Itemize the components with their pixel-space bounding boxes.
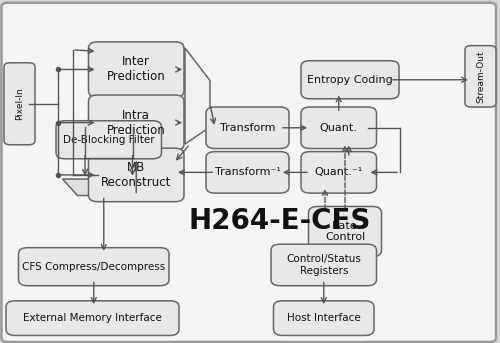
Text: H264-E-CFS: H264-E-CFS xyxy=(189,207,371,235)
FancyBboxPatch shape xyxy=(88,42,184,97)
Text: Inter
Prediction: Inter Prediction xyxy=(107,56,166,83)
Text: Rate
Control: Rate Control xyxy=(325,221,365,242)
FancyBboxPatch shape xyxy=(271,244,376,286)
Text: Host Interface: Host Interface xyxy=(287,313,360,323)
Text: Quant.: Quant. xyxy=(320,123,358,133)
Text: Entropy Coding: Entropy Coding xyxy=(307,75,393,85)
Text: External Memory Interface: External Memory Interface xyxy=(23,313,162,323)
Text: Pixel-In: Pixel-In xyxy=(15,87,24,120)
Text: CFS Compress/Decompress: CFS Compress/Decompress xyxy=(22,262,166,272)
FancyBboxPatch shape xyxy=(308,206,382,257)
FancyBboxPatch shape xyxy=(2,3,496,342)
FancyBboxPatch shape xyxy=(301,61,399,99)
Text: Intra
Prediction: Intra Prediction xyxy=(107,109,166,137)
Text: De-Blocking Filter: De-Blocking Filter xyxy=(63,135,154,145)
Text: Control/Status
Registers: Control/Status Registers xyxy=(286,254,361,276)
Polygon shape xyxy=(62,179,145,196)
FancyBboxPatch shape xyxy=(274,301,374,335)
FancyBboxPatch shape xyxy=(6,301,179,335)
FancyBboxPatch shape xyxy=(88,95,184,150)
Text: MB
Reconstruct: MB Reconstruct xyxy=(101,161,172,189)
Text: Transform: Transform xyxy=(220,123,275,133)
FancyBboxPatch shape xyxy=(301,107,376,149)
FancyBboxPatch shape xyxy=(206,107,289,149)
FancyBboxPatch shape xyxy=(56,121,162,159)
Text: Stream-Out: Stream-Out xyxy=(476,50,485,103)
FancyBboxPatch shape xyxy=(4,63,35,145)
Text: Transform⁻¹: Transform⁻¹ xyxy=(214,167,280,177)
FancyBboxPatch shape xyxy=(18,248,169,286)
FancyBboxPatch shape xyxy=(206,152,289,193)
Polygon shape xyxy=(185,48,210,144)
FancyBboxPatch shape xyxy=(88,148,184,202)
FancyBboxPatch shape xyxy=(465,46,496,107)
Text: Quant.⁻¹: Quant.⁻¹ xyxy=(314,167,363,177)
FancyBboxPatch shape xyxy=(301,152,376,193)
